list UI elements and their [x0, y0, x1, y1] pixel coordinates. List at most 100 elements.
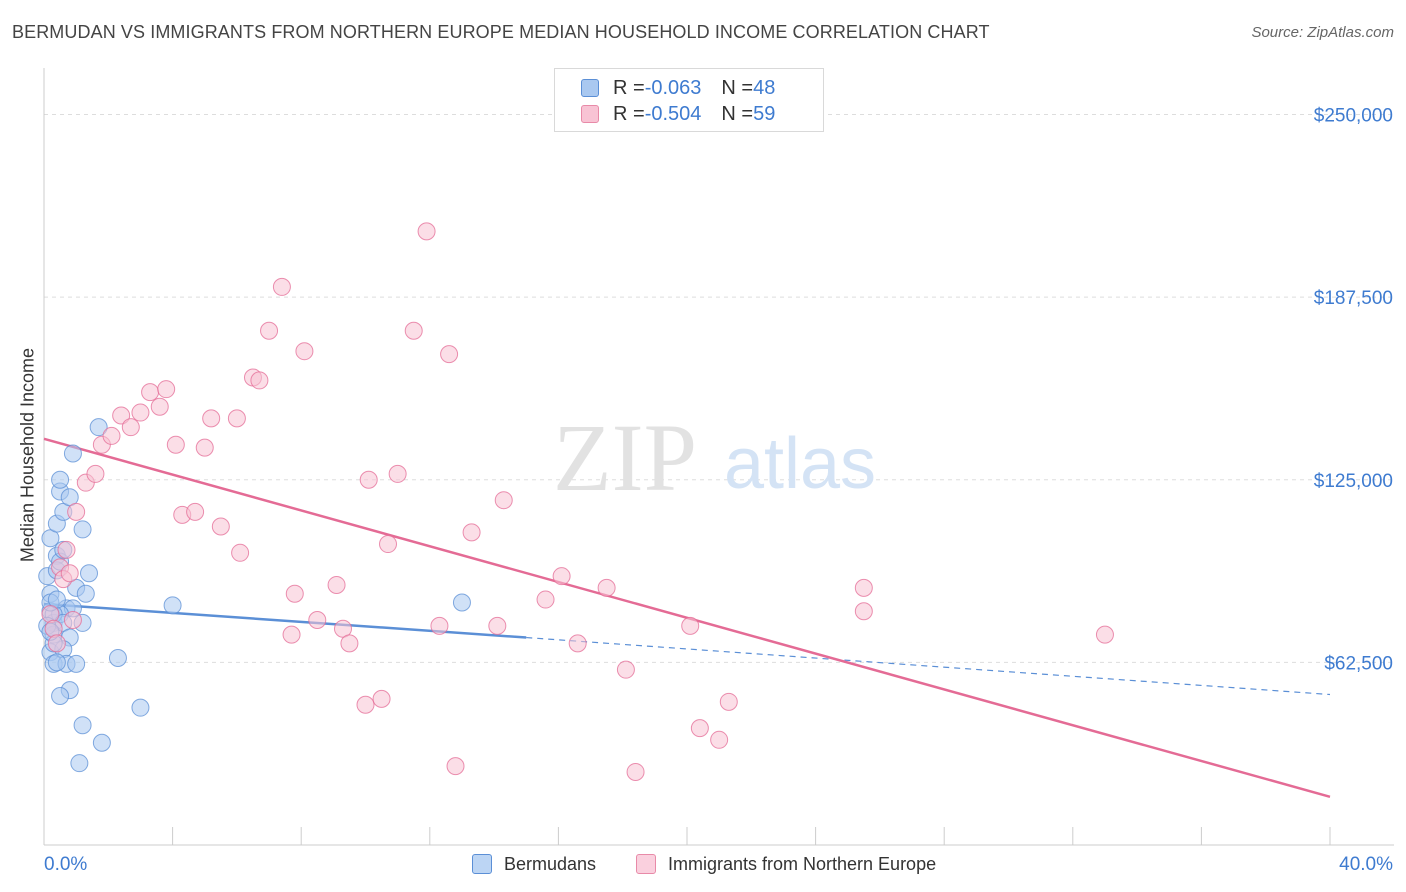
point-immigrants: [272, 277, 291, 296]
point-immigrants: [446, 757, 465, 776]
point-immigrants: [710, 730, 729, 749]
point-immigrants: [356, 695, 375, 714]
point-immigrants: [231, 543, 250, 562]
point-bermudans: [47, 653, 66, 672]
point-immigrants: [63, 611, 82, 630]
point-immigrants: [616, 660, 635, 679]
point-bermudans: [73, 716, 92, 735]
point-immigrants: [86, 464, 105, 483]
point-bermudans: [51, 686, 70, 705]
y-tick-label: $187,500: [1314, 288, 1393, 309]
point-bermudans: [73, 520, 92, 539]
y-axis-title: Median Household Income: [17, 347, 38, 563]
point-bermudans: [131, 698, 150, 717]
point-immigrants: [719, 692, 738, 711]
point-immigrants: [308, 611, 327, 630]
point-immigrants: [488, 616, 507, 635]
point-immigrants: [854, 578, 873, 597]
y-tick-label: $125,000: [1314, 471, 1393, 492]
correlation-legend: R = -0.063 N = 48 R = -0.504 N = 59: [554, 68, 824, 132]
legend-label-immigrants: Immigrants from Northern Europe: [668, 853, 937, 874]
point-bermudans: [76, 584, 95, 603]
point-immigrants: [295, 342, 314, 361]
y-tick-label: $250,000: [1314, 106, 1393, 127]
trend-line-bermudans-extension: [526, 636, 1331, 696]
legend-swatch-bermudans: [581, 79, 599, 97]
legend-item-immigrants: Immigrants from Northern Europe: [636, 848, 936, 880]
point-immigrants: [854, 602, 873, 621]
tick-labels: $62,500 $125,000 $187,500 $250,000 0.0% 40.0%: [44, 106, 1393, 875]
point-immigrants: [372, 689, 391, 708]
point-immigrants: [47, 634, 66, 653]
point-immigrants: [1095, 625, 1114, 644]
point-immigrants: [681, 616, 700, 635]
point-immigrants: [211, 517, 230, 536]
legend-r-value: -0.504: [644, 102, 702, 125]
axes: [43, 68, 1394, 846]
series-legend: Bermudans Immigrants from Northern Europ…: [0, 848, 1406, 880]
point-immigrants: [327, 575, 346, 594]
point-immigrants: [186, 502, 205, 521]
point-immigrants: [112, 406, 131, 425]
point-immigrants: [388, 464, 407, 483]
point-immigrants: [202, 409, 221, 428]
legend-row-immigrants: R = -0.504 N = 59: [581, 101, 775, 127]
point-immigrants: [227, 409, 246, 428]
point-bermudans: [67, 654, 86, 673]
point-immigrants: [417, 222, 436, 241]
point-immigrants: [44, 619, 63, 638]
point-immigrants: [552, 567, 571, 586]
legend-n-value: 48: [753, 76, 776, 99]
legend-n-value: 59: [753, 102, 776, 125]
watermark-zip: ZIP: [553, 404, 697, 511]
point-immigrants: [195, 438, 214, 457]
point-bermudans: [89, 418, 108, 437]
legend-n-label: N =: [721, 76, 754, 99]
point-immigrants: [250, 371, 269, 390]
point-immigrants: [150, 397, 169, 416]
legend-n-label: N =: [721, 102, 754, 125]
point-immigrants: [285, 584, 304, 603]
legend-swatch-immigrants: [581, 105, 599, 123]
x-tick-label-min: 0.0%: [44, 854, 87, 875]
point-immigrants: [157, 380, 176, 399]
chart-title: BERMUDAN VS IMMIGRANTS FROM NORTHERN EUR…: [12, 22, 990, 42]
point-bermudans: [92, 733, 111, 752]
legend-swatch-immigrants: [636, 854, 656, 874]
point-immigrants: [494, 491, 513, 510]
legend-r-value: -0.063: [644, 76, 702, 99]
watermark-atlas: atlas: [724, 424, 876, 504]
point-immigrants: [282, 625, 301, 644]
x-tick-label-max: 40.0%: [1339, 854, 1393, 875]
point-bermudans: [108, 648, 127, 667]
point-immigrants: [141, 383, 160, 402]
point-immigrants: [568, 634, 587, 653]
point-immigrants: [102, 426, 121, 445]
point-immigrants: [359, 470, 378, 489]
point-immigrants: [260, 321, 279, 340]
legend-item-bermudans: Bermudans: [472, 848, 596, 880]
point-immigrants: [340, 634, 359, 653]
point-immigrants: [536, 590, 555, 609]
watermark: ZIP atlas: [553, 404, 876, 511]
point-immigrants: [440, 345, 459, 364]
point-immigrants: [41, 605, 60, 624]
data-points: [38, 222, 1114, 781]
point-bermudans: [63, 444, 82, 463]
grid-lines: [44, 114, 1394, 663]
point-immigrants: [57, 540, 76, 559]
point-bermudans: [80, 564, 99, 583]
point-bermudans: [452, 593, 471, 612]
point-immigrants: [690, 719, 709, 738]
legend-row-bermudans: R = -0.063 N = 48: [581, 75, 775, 101]
legend-r-label: R =: [613, 102, 645, 125]
point-immigrants: [430, 616, 449, 635]
point-immigrants: [626, 762, 645, 781]
legend-r-label: R =: [613, 76, 645, 99]
point-bermudans: [51, 470, 70, 489]
point-immigrants: [60, 564, 79, 583]
point-immigrants: [166, 435, 185, 454]
point-immigrants: [597, 578, 616, 597]
point-immigrants: [379, 535, 398, 554]
point-bermudans: [163, 596, 182, 615]
